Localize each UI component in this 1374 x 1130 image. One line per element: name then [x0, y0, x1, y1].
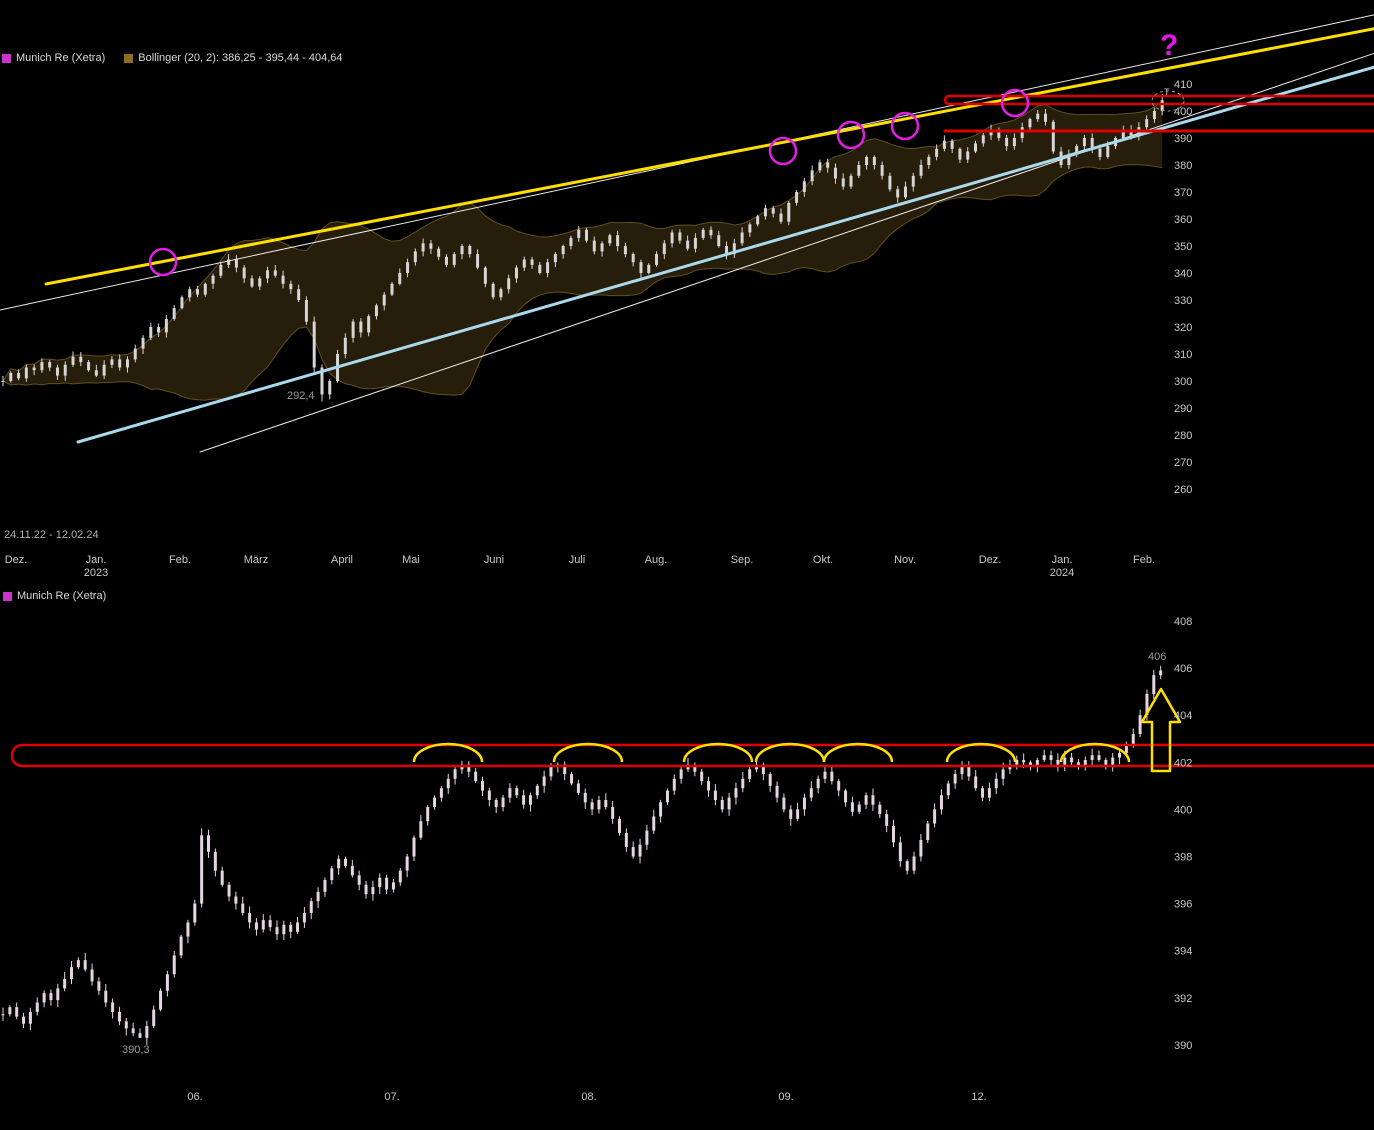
svg-text:290: 290: [1174, 403, 1192, 415]
svg-text:408: 408: [1174, 616, 1192, 628]
svg-text:396: 396: [1174, 899, 1192, 911]
svg-text:360: 360: [1174, 214, 1192, 226]
svg-text:Juli: Juli: [569, 554, 586, 566]
svg-text:Aug.: Aug.: [645, 554, 668, 566]
svg-text:320: 320: [1174, 322, 1192, 334]
daily-chart[interactable]: 292,4? T 410 400 390 380 370 360 350 340 330 320 310…: [0, 14, 1374, 579]
svg-text:350: 350: [1174, 241, 1192, 253]
svg-text:270: 270: [1174, 457, 1192, 469]
svg-text:09.: 09.: [778, 1091, 793, 1103]
svg-text:404: 404: [1174, 710, 1192, 722]
svg-text:330: 330: [1174, 295, 1192, 307]
svg-text:Jan.: Jan.: [1052, 554, 1073, 566]
svg-text:406: 406: [1174, 663, 1192, 675]
svg-text:April: April: [331, 554, 353, 566]
bollinger-color-swatch: [124, 53, 134, 63]
svg-text:?: ?: [1160, 29, 1178, 62]
svg-text:380: 380: [1174, 160, 1192, 172]
svg-text:280: 280: [1174, 430, 1192, 442]
svg-text:390: 390: [1174, 1040, 1192, 1052]
series-title: Munich Re (Xetra): [17, 590, 107, 602]
svg-text:398: 398: [1174, 852, 1192, 864]
svg-text:2023: 2023: [84, 567, 108, 579]
svg-text:Okt.: Okt.: [813, 554, 833, 566]
svg-text:Juni: Juni: [484, 554, 504, 566]
svg-text:300: 300: [1174, 376, 1192, 388]
svg-text:06.: 06.: [187, 1091, 202, 1103]
svg-text:Feb.: Feb.: [1133, 554, 1155, 566]
svg-text:390,3: 390,3: [122, 1044, 150, 1056]
svg-text:Nov.: Nov.: [894, 554, 916, 566]
intraday-chart-legend: Munich Re (Xetra): [3, 590, 106, 602]
svg-text:292,4: 292,4: [287, 390, 315, 402]
daily-chart-legend: Munich Re (Xetra) Bollinger (20, 2): 386…: [2, 52, 343, 64]
svg-text:08.: 08.: [581, 1091, 596, 1103]
svg-text:400: 400: [1174, 106, 1192, 118]
svg-text:402: 402: [1174, 757, 1192, 769]
svg-text:260: 260: [1174, 484, 1192, 496]
series-title: Munich Re (Xetra): [16, 52, 106, 64]
svg-text:406: 406: [1148, 651, 1166, 663]
svg-text:390: 390: [1174, 133, 1192, 145]
intraday-chart[interactable]: 406 390,3 408 406 404 402 400 398 396 394 392 390 06…: [1, 616, 1374, 1103]
svg-text:310: 310: [1174, 349, 1192, 361]
svg-text:400: 400: [1174, 804, 1192, 816]
svg-text:340: 340: [1174, 268, 1192, 280]
date-range-label: 24.11.22 - 12.02.24: [4, 529, 99, 541]
svg-text:392: 392: [1174, 993, 1192, 1005]
svg-text:T: T: [1164, 87, 1170, 97]
svg-text:Feb.: Feb.: [169, 554, 191, 566]
svg-text:Dez.: Dez.: [979, 554, 1002, 566]
svg-text:394: 394: [1174, 946, 1192, 958]
bollinger-label: Bollinger (20, 2): 386,25 - 395,44 - 404…: [138, 52, 343, 64]
svg-text:Mai: Mai: [402, 554, 420, 566]
svg-text:07.: 07.: [384, 1091, 399, 1103]
series-color-swatch: [3, 591, 12, 601]
svg-text:2024: 2024: [1050, 567, 1074, 579]
svg-text:Dez.: Dez.: [5, 554, 28, 566]
svg-text:März: März: [244, 554, 268, 566]
svg-text:410: 410: [1174, 79, 1192, 91]
svg-text:12.: 12.: [971, 1091, 986, 1103]
series-color-swatch: [2, 53, 11, 63]
svg-text:Jan.: Jan.: [86, 554, 107, 566]
svg-text:Sep.: Sep.: [731, 554, 754, 566]
svg-text:370: 370: [1174, 187, 1192, 199]
